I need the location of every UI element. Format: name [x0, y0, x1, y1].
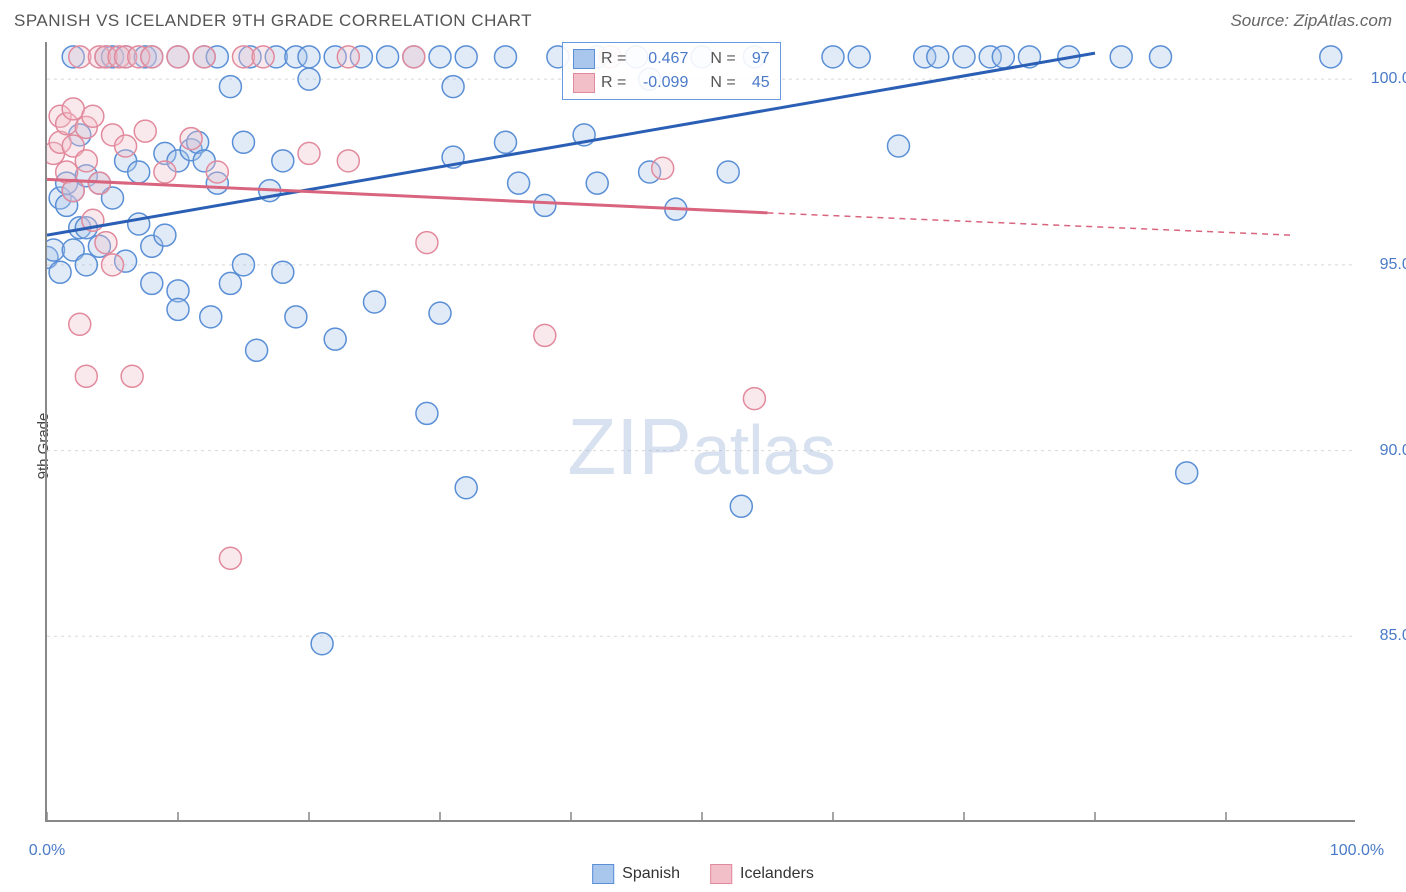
legend-swatch	[710, 864, 732, 884]
chart-header: SPANISH VS ICELANDER 9TH GRADE CORRELATI…	[0, 0, 1406, 42]
r-label: R =	[601, 71, 626, 95]
stats-legend: R =0.467 N = 97 R =-0.099 N = 45	[562, 42, 781, 100]
chart-plot-area: ZIPatlas R =0.467N =97R =-0.099N =45 85.…	[45, 42, 1355, 822]
chart-title: SPANISH VS ICELANDER 9TH GRADE CORRELATI…	[14, 11, 532, 31]
series-legend-item: Icelanders	[710, 864, 814, 884]
y-tick-label: 85.0%	[1380, 627, 1406, 645]
chart-source: Source: ZipAtlas.com	[1230, 11, 1392, 31]
legend-swatch	[592, 864, 614, 884]
stats-legend-row: R =-0.099 N = 45	[573, 71, 770, 95]
y-tick-label: 90.0%	[1380, 442, 1406, 460]
r-value: -0.099	[632, 71, 688, 95]
scatter-svg	[47, 42, 1355, 820]
series-legend: Spanish Icelanders	[592, 864, 814, 884]
n-value: 97	[742, 47, 770, 71]
n-label: N =	[710, 47, 735, 71]
y-tick-label: 95.0%	[1380, 256, 1406, 274]
stats-legend-row: R =0.467 N = 97	[573, 47, 770, 71]
legend-swatch	[573, 49, 595, 69]
n-label: N =	[710, 71, 735, 95]
x-tick-label: 100.0%	[1330, 842, 1384, 860]
x-tick-label: 0.0%	[29, 842, 65, 860]
n-value: 45	[742, 71, 770, 95]
series-legend-item: Spanish	[592, 864, 680, 884]
y-tick-label: 100.0%	[1371, 70, 1406, 88]
r-label: R =	[601, 47, 626, 71]
r-value: 0.467	[632, 47, 688, 71]
series-label: Icelanders	[740, 865, 814, 883]
series-label: Spanish	[622, 865, 680, 883]
legend-swatch	[573, 73, 595, 93]
